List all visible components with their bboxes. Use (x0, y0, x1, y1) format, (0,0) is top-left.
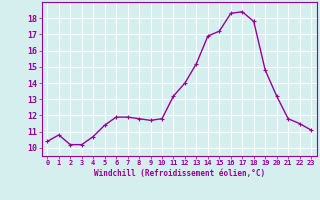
X-axis label: Windchill (Refroidissement éolien,°C): Windchill (Refroidissement éolien,°C) (94, 169, 265, 178)
